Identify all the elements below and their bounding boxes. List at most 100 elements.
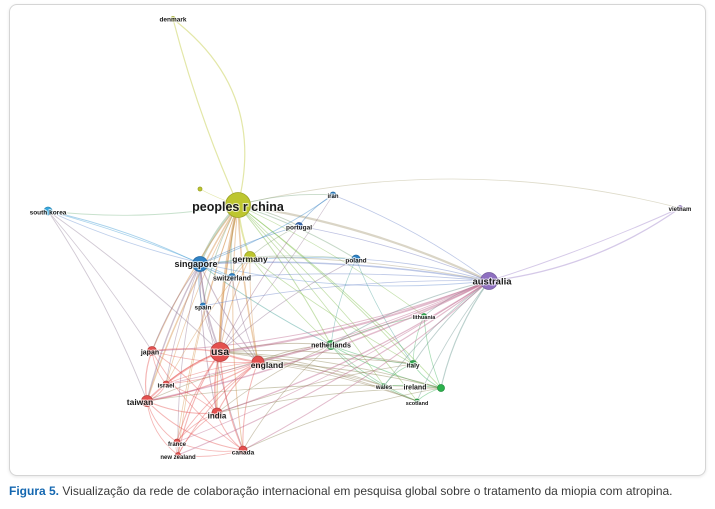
node-spain[interactable] xyxy=(199,302,207,310)
edge-pl-it xyxy=(355,258,414,365)
edge-au-ca xyxy=(242,280,490,451)
edge-sc-en xyxy=(257,361,418,402)
edge-ir-au xyxy=(332,194,490,282)
node-netherlands[interactable] xyxy=(326,340,336,350)
caption-label: Figura 5. xyxy=(9,484,60,498)
node-label-germany: germany xyxy=(232,254,268,264)
node-italy[interactable] xyxy=(409,360,417,368)
edge-pt-sg xyxy=(199,225,300,265)
node-france[interactable] xyxy=(173,438,181,446)
edge-cn-jp xyxy=(151,204,239,352)
edge-pt-au xyxy=(298,225,490,282)
edge-cn-en xyxy=(237,204,259,363)
edge-ie-au xyxy=(440,280,490,389)
edge-il-en xyxy=(165,361,259,385)
edge-au-us xyxy=(219,280,490,353)
edge-sg-il xyxy=(165,263,201,385)
node-peoples-r-china[interactable] xyxy=(225,192,251,218)
node-wales[interactable] xyxy=(381,383,387,389)
edge-de-en xyxy=(249,256,259,363)
node-usa[interactable] xyxy=(210,342,230,362)
edge-us-nz xyxy=(177,351,221,456)
edge-ir-us xyxy=(219,194,334,353)
node-india[interactable] xyxy=(211,407,223,419)
edge-dk-cn xyxy=(172,18,246,206)
node-switzerland[interactable] xyxy=(228,273,236,281)
edge-es-en xyxy=(202,305,259,363)
edge-ie-lt xyxy=(423,315,442,389)
edge-pl-sg xyxy=(199,257,357,265)
edge-de-il xyxy=(165,256,251,385)
node-germany[interactable] xyxy=(244,251,256,263)
edge-sg-in xyxy=(199,263,218,414)
node-label-italy: italy xyxy=(406,363,419,370)
edge-de-au xyxy=(249,256,490,282)
edge-en-il xyxy=(165,361,259,385)
edge-sg-au xyxy=(199,261,490,282)
node-portugal[interactable] xyxy=(295,222,303,230)
edge-kr-jp xyxy=(47,210,153,352)
node-iran[interactable] xyxy=(329,191,337,199)
edge-cn-vn xyxy=(237,178,681,209)
edge-au-tw xyxy=(146,280,490,402)
node-denmark[interactable] xyxy=(170,16,176,22)
edge-pl-de xyxy=(249,255,357,260)
node-australia[interactable] xyxy=(480,272,498,290)
node-taiwan[interactable] xyxy=(141,395,153,407)
edge-sg-nz xyxy=(177,263,201,456)
node-label-south-korea: south korea xyxy=(30,210,67,217)
node-label-switzerland: switzerland xyxy=(213,276,251,283)
edge-nz-ca xyxy=(177,449,244,457)
node-canada[interactable] xyxy=(238,445,248,455)
node-lithuania[interactable] xyxy=(421,313,427,319)
edge-cn-it xyxy=(237,204,414,365)
node-label-scotland: scotland xyxy=(406,401,429,407)
edge-cn-nz xyxy=(177,204,239,456)
node-label-japan: japan xyxy=(140,350,159,357)
edge-cn-sc xyxy=(237,204,418,402)
node-new-zealand[interactable] xyxy=(175,452,181,458)
node-ireland[interactable] xyxy=(437,384,445,392)
node-scotland[interactable] xyxy=(414,398,420,404)
edge-wa-en xyxy=(257,361,385,387)
edge-cn-il xyxy=(165,204,239,385)
node-dot1[interactable] xyxy=(197,186,203,192)
edge-tw-ca xyxy=(146,400,244,451)
edge-pl-us xyxy=(219,258,357,353)
edge-nl-au xyxy=(330,280,490,346)
node-label-wales: wales xyxy=(375,385,393,391)
node-israel[interactable] xyxy=(162,380,170,388)
edge-kr-tw xyxy=(47,210,148,402)
node-label-taiwan: taiwan xyxy=(127,397,153,407)
edge-au-in xyxy=(216,280,490,414)
edge-cn-ie xyxy=(237,204,442,389)
node-japan[interactable] xyxy=(147,346,157,356)
edge-cn-nl xyxy=(237,204,332,346)
edge-dk-cn xyxy=(172,18,239,206)
edge-us-ca xyxy=(219,351,244,451)
node-england[interactable] xyxy=(251,355,265,369)
edge-au-fr xyxy=(176,280,490,443)
node-poland[interactable] xyxy=(351,254,361,264)
node-vietnam[interactable] xyxy=(677,205,683,211)
edge-jp-en xyxy=(151,350,259,364)
node-singapore[interactable] xyxy=(192,256,208,272)
figure-frame xyxy=(9,4,706,476)
edge-de-us xyxy=(219,256,251,353)
edge-cn-au xyxy=(236,203,491,283)
figure-caption: Figura 5. Visualização da rede de colabo… xyxy=(9,484,709,500)
edge-kr-sg xyxy=(47,210,201,265)
edge-wa-us xyxy=(219,351,385,387)
edge-it-lt xyxy=(412,315,425,365)
edge-kr-us xyxy=(47,210,221,353)
node-label-lithuania: lithuania xyxy=(413,315,437,321)
edge-nl-ie xyxy=(330,344,442,389)
node-label-spain: spain xyxy=(195,305,212,312)
node-label-vietnam: vietnam xyxy=(669,207,692,213)
edge-au-vn xyxy=(488,207,681,282)
edge-it-au xyxy=(412,280,490,365)
network-canvas: denmark peoples r china south korea iran por… xyxy=(29,16,693,463)
node-south-korea[interactable] xyxy=(43,206,53,216)
edge-ie-us xyxy=(219,351,442,389)
node-label-ireland: ireland xyxy=(404,385,427,392)
